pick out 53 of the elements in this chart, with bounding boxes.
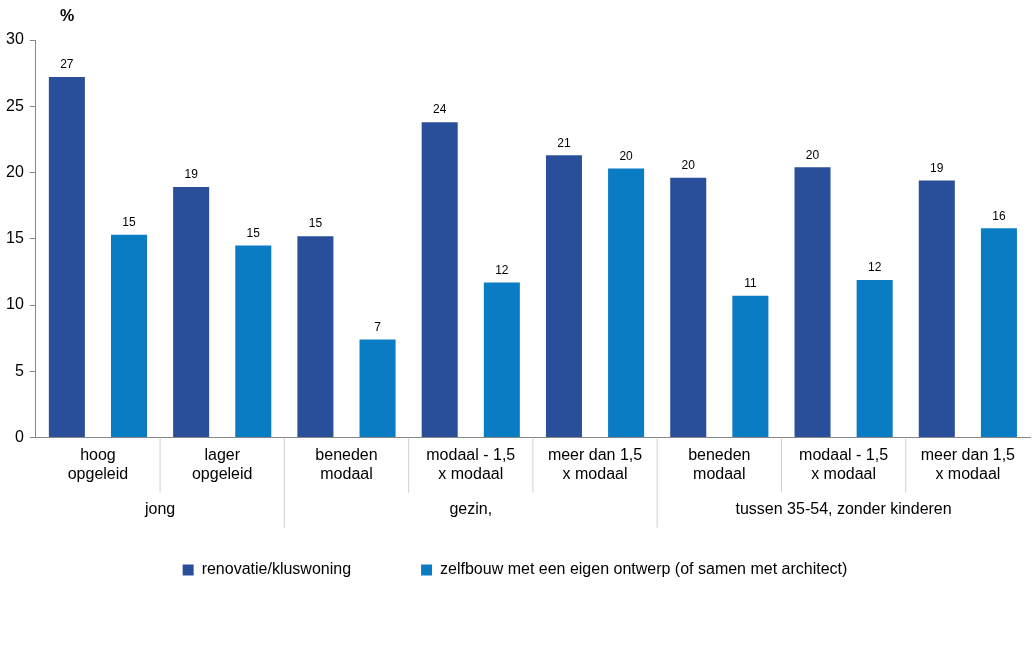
data-label: 12 (867, 260, 882, 275)
y-tick-label: 10 (6, 295, 24, 313)
data-label: 15 (246, 225, 261, 240)
bar (483, 282, 520, 438)
bar (670, 177, 707, 438)
data-label: 15 (122, 215, 136, 230)
x-tick-label: modaal - 1,5 x modaal (426, 445, 516, 482)
bar (235, 245, 272, 438)
bar (48, 77, 85, 438)
data-label: 20 (805, 147, 820, 162)
y-tick-label: 30 (6, 30, 24, 48)
bar (980, 228, 1017, 438)
bar (918, 180, 955, 438)
bar (110, 234, 148, 438)
text: jong (143, 500, 176, 518)
data-label: 15 (308, 216, 323, 231)
data-label: 21 (557, 135, 571, 150)
data-label: 16 (992, 208, 1006, 223)
bar (297, 236, 334, 438)
y-tick-label: 20 (6, 162, 24, 180)
x-tick-label: meer dan 1,5 x modaal (920, 445, 1016, 482)
data-label: 11 (744, 276, 757, 291)
x-tick-label: beneden modaal (688, 445, 751, 482)
x-tick-label: beneden modaal (315, 445, 378, 482)
bar (421, 122, 458, 438)
y-tick-label: 15 (6, 229, 24, 247)
data-label: 27 (60, 57, 74, 72)
bar (794, 167, 831, 438)
text: tussen 35-54, zonder kinderen (735, 500, 952, 518)
data-label: 19 (184, 167, 199, 182)
bar (359, 339, 396, 438)
x-tick-label: meer dan 1,5 x modaal (547, 445, 643, 482)
x-tick-label: lager opgeleid (191, 445, 253, 482)
data-label: 7 (374, 319, 382, 334)
data-label: 12 (495, 262, 509, 277)
bar (545, 155, 582, 438)
data-label: 19 (930, 160, 944, 175)
text: gezin, (449, 500, 493, 518)
data-label: 24 (433, 102, 447, 117)
legend-label: renovatie/kluswoning (201, 560, 352, 578)
y-tick-label: 5 (14, 361, 24, 379)
y-tick-label: 0 (14, 428, 24, 446)
y-axis-title: % (60, 7, 75, 25)
bar (173, 187, 210, 438)
x-tick-label: modaal - 1,5 x modaal (799, 445, 889, 482)
y-tick-label: 25 (6, 96, 24, 114)
bar (856, 279, 893, 438)
data-label: 20 (619, 148, 634, 163)
legend-label: zelfbouw met een eigen ontwerp (of samen met architect) (440, 560, 848, 578)
x-tick-label: hoog opgeleid (67, 445, 129, 482)
bar (732, 295, 769, 438)
bar (608, 168, 645, 438)
data-label: 20 (681, 158, 696, 173)
